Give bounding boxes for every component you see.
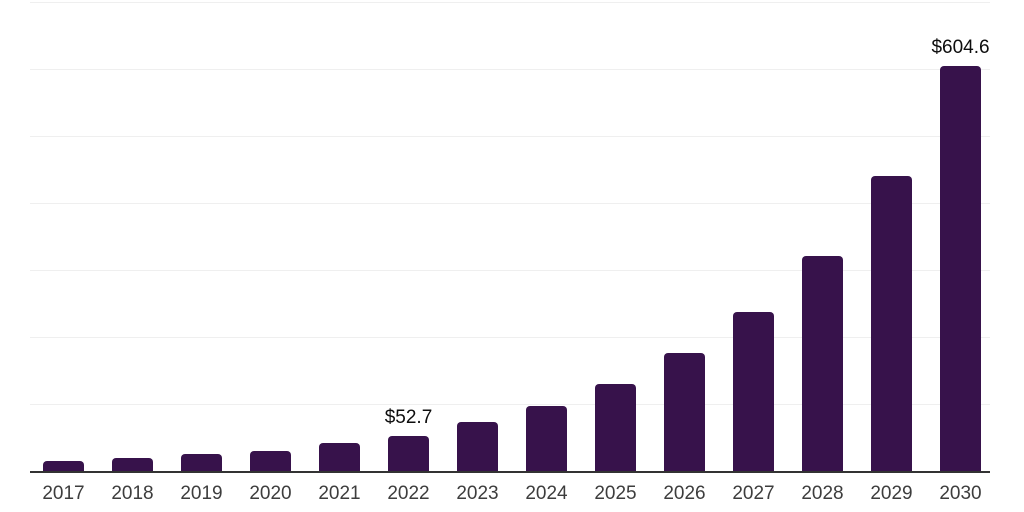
bar-2030 [940, 65, 981, 471]
plot-area: $52.7 $604.6 [30, 0, 990, 473]
x-tick-2029: 2029 [870, 483, 913, 504]
x-tick-2030: 2030 [939, 483, 982, 504]
bar-2029 [871, 175, 912, 471]
value-label-2030: $604.6 [931, 36, 990, 58]
x-tick-2021: 2021 [318, 483, 361, 504]
x-tick-2022: 2022 [387, 483, 430, 504]
bar-2017 [43, 461, 84, 471]
x-tick-2017: 2017 [42, 483, 85, 504]
gridline [30, 337, 990, 338]
gridline [30, 2, 990, 3]
bar-2020 [250, 450, 291, 471]
x-tick-2023: 2023 [456, 483, 499, 504]
x-tick-2026: 2026 [663, 483, 706, 504]
bar-2028 [802, 255, 843, 471]
bar-2019 [181, 454, 222, 471]
bar-2026 [664, 353, 705, 471]
x-tick-2018: 2018 [111, 483, 154, 504]
bar-2027 [733, 312, 774, 471]
x-tick-2028: 2028 [801, 483, 844, 504]
value-label-2022: $52.7 [384, 406, 433, 428]
gridline [30, 69, 990, 70]
x-tick-2020: 2020 [249, 483, 292, 504]
bar-2025 [595, 383, 636, 471]
x-tick-2025: 2025 [594, 483, 637, 504]
bar-2022 [388, 435, 429, 471]
bar-2024 [526, 405, 567, 471]
gridline [30, 404, 990, 405]
x-tick-2019: 2019 [180, 483, 223, 504]
gridline [30, 136, 990, 137]
gridline [30, 270, 990, 271]
bar-2023 [457, 422, 498, 471]
x-tick-2024: 2024 [525, 483, 568, 504]
bar-2021 [319, 443, 360, 471]
x-tick-2027: 2027 [732, 483, 775, 504]
bar-2018 [112, 458, 153, 471]
gridline [30, 203, 990, 204]
